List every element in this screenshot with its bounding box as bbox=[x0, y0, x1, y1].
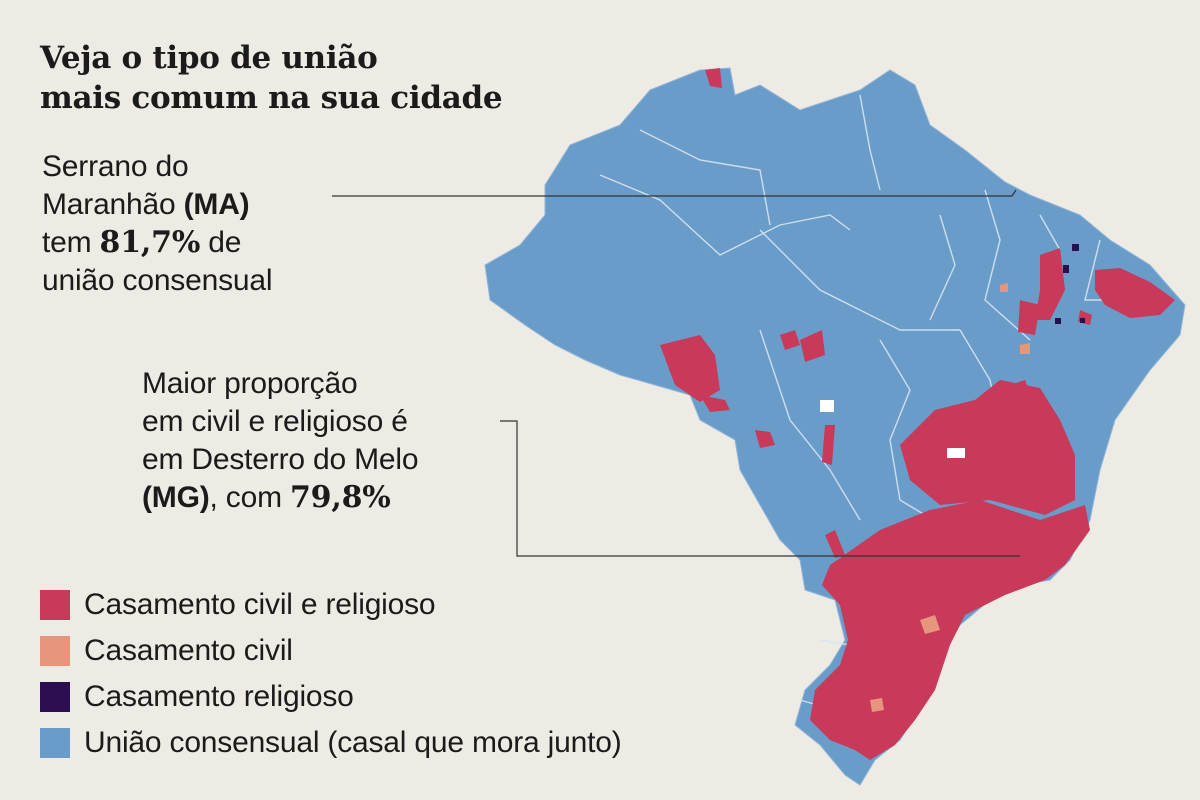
blank-areas bbox=[820, 400, 965, 458]
callout-ma-line-1: Serrano do bbox=[42, 150, 189, 183]
callout-ma-line-2: Maranhão (MA) bbox=[42, 186, 272, 224]
legend-swatch bbox=[40, 590, 70, 620]
callout-mg-state: (MG) bbox=[142, 481, 210, 514]
legend-item-civil: Casamento civil bbox=[40, 628, 622, 674]
callout-mg-line-1: Maior proporção bbox=[142, 367, 358, 400]
legend-item-civil-religioso: Casamento civil e religioso bbox=[40, 582, 622, 628]
brazil-outline bbox=[484, 67, 1186, 786]
callout-mg-line-4: (MG), com 79,8% bbox=[142, 479, 418, 517]
legend-label: Casamento religioso bbox=[84, 680, 354, 713]
callout-mg-line-3: em Desterro do Melo bbox=[142, 443, 419, 476]
legend-label: Casamento civil e religioso bbox=[84, 588, 436, 621]
legend-item-religioso: Casamento religioso bbox=[40, 674, 622, 720]
legend-label: Casamento civil bbox=[84, 634, 293, 667]
religioso-regions bbox=[1055, 244, 1085, 324]
title-line-2: mais comum na sua cidade bbox=[40, 80, 503, 116]
legend-swatch bbox=[40, 728, 70, 758]
map-legend: Casamento civil e religioso Casamento ci… bbox=[40, 582, 622, 766]
callout-ma-line-4: união consensual bbox=[42, 264, 273, 297]
callout-ma-place: Maranhão bbox=[42, 188, 184, 221]
legend-label: União consensual (casal que mora junto) bbox=[84, 726, 622, 759]
callout-mg-leader bbox=[500, 420, 1020, 557]
title-line-1: Veja o tipo de união bbox=[40, 40, 378, 76]
legend-swatch bbox=[40, 636, 70, 666]
callout-ma-suffix: de bbox=[200, 226, 242, 259]
civil-regions bbox=[870, 283, 1030, 712]
callout-serrano-do-maranhao: Serrano do Maranhão (MA) tem 81,7% de un… bbox=[42, 148, 273, 300]
callout-mg-value: 79,8% bbox=[290, 480, 391, 515]
callout-mg-text: , com bbox=[209, 481, 290, 514]
callout-ma-state: (MA) bbox=[183, 188, 250, 221]
callout-ma-leader bbox=[332, 189, 1017, 197]
legend-swatch bbox=[40, 682, 70, 712]
callout-ma-value: 81,7% bbox=[99, 225, 201, 260]
civil-religioso-regions bbox=[660, 68, 1175, 760]
map-title: Veja o tipo de união mais comum na sua c… bbox=[40, 38, 503, 118]
legend-item-uniao-consensual: União consensual (casal que mora junto) bbox=[40, 720, 622, 766]
callout-desterro-do-melo: Maior proporção em civil e religioso é e… bbox=[142, 365, 419, 517]
callout-mg-line-2: em civil e religioso é bbox=[142, 405, 408, 438]
callout-ma-line-3: tem 81,7% de bbox=[42, 224, 272, 262]
callout-ma-prefix: tem bbox=[42, 226, 100, 259]
